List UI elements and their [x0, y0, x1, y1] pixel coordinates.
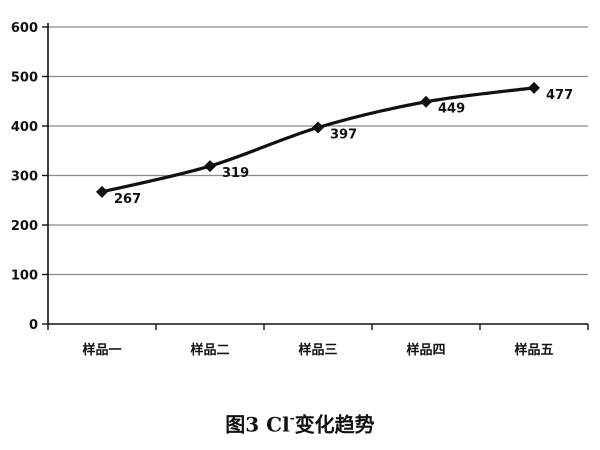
y-tick-label: 100 — [11, 269, 38, 284]
y-tick-label: 300 — [11, 170, 38, 185]
data-label: 267 — [114, 192, 141, 207]
caption-superscript: - — [289, 411, 295, 425]
data-label: 477 — [546, 88, 573, 103]
line-chart: 0 100 200 300 400 500 600 样品一 样品二 样品三 样品四 样品五 267 3… — [11, 21, 589, 358]
data-label: 449 — [438, 102, 465, 117]
x-tick-labels: 样品一 样品二 样品三 样品四 样品五 — [82, 342, 553, 358]
axes — [42, 23, 589, 330]
x-tick-label: 样品五 — [514, 342, 553, 358]
series-line — [100, 86, 536, 194]
data-label: 319 — [222, 166, 249, 181]
x-tick-label: 样品二 — [190, 342, 229, 358]
diamond-marker — [204, 160, 216, 173]
y-tick-label: 200 — [11, 219, 38, 234]
x-tick-label: 样品三 — [298, 342, 337, 358]
y-tick-label: 500 — [11, 71, 38, 86]
diamond-marker — [312, 121, 324, 134]
y-tick-labels: 0 100 200 300 400 500 600 — [11, 21, 38, 333]
diamond-marker — [96, 185, 108, 198]
data-labels: 267 319 397 449 477 — [114, 88, 573, 207]
diamond-marker — [420, 95, 432, 108]
y-tick-label: 0 — [29, 318, 38, 333]
caption-suffix: 变化趋势 — [294, 412, 375, 437]
x-tick-label: 样品一 — [82, 342, 121, 358]
data-label: 397 — [330, 127, 357, 142]
x-tick-label: 样品四 — [406, 342, 445, 358]
caption-prefix: 图3 Cl — [225, 412, 290, 437]
y-tick-label: 600 — [11, 21, 38, 36]
diamond-marker — [528, 81, 540, 94]
data-markers — [96, 81, 540, 198]
figure-caption: 图3 Cl-变化趋势 — [0, 400, 600, 440]
gridlines — [48, 26, 588, 276]
series-line-path — [100, 86, 536, 194]
y-tick-label: 400 — [11, 120, 38, 135]
